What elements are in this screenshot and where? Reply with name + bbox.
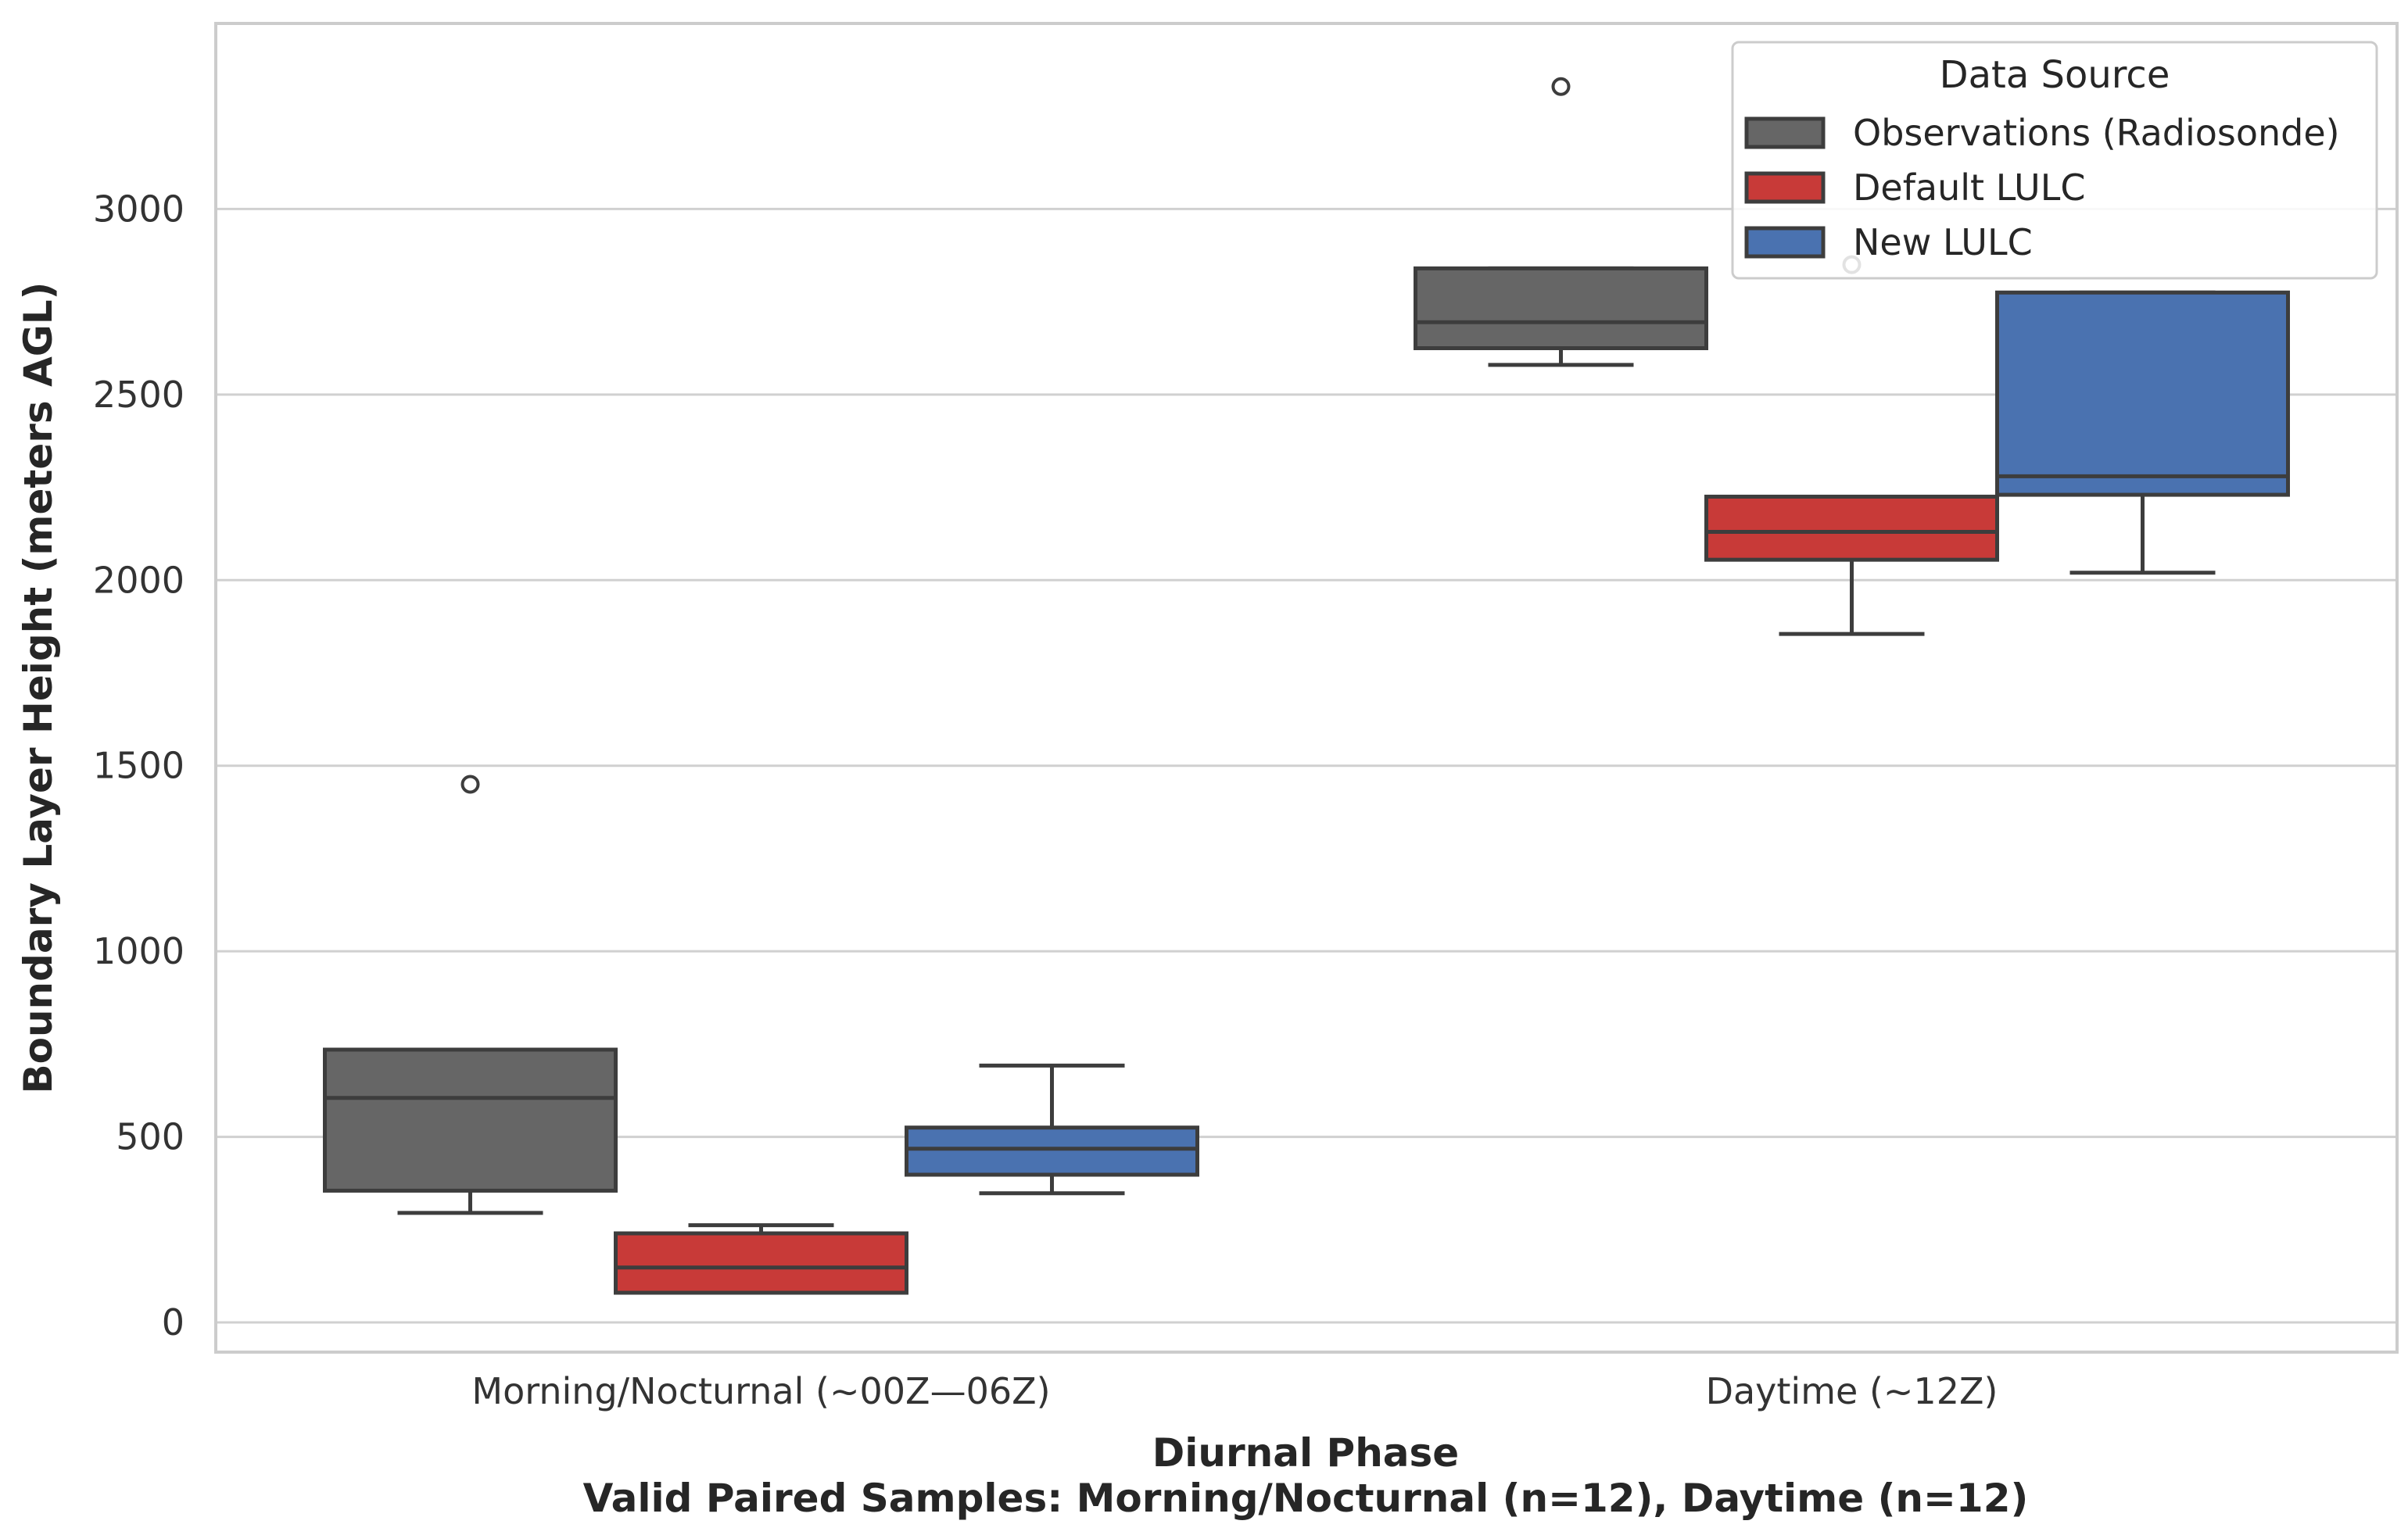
iqr-box [614,1231,908,1295]
legend-label: New LULC [1853,221,2033,263]
legend-swatch [1744,116,1826,149]
box-0-0 [323,775,618,1215]
outlier-point [460,775,480,794]
iqr-box [1995,290,2290,497]
y-tick-label: 2500 [93,374,185,416]
box-1-1 [1704,255,1999,636]
iqr-box [323,1047,618,1193]
legend-swatch [1744,226,1826,259]
iqr-box [905,1125,1199,1177]
legend: Data Source Observations (Radiosonde) Def… [1731,41,2378,280]
y-tick-label: 2000 [93,559,185,601]
legend-title: Data Source [1940,53,2170,97]
y-tick-label: 1000 [93,930,185,972]
box-1-0 [614,1223,908,1295]
plot-frame [214,22,2399,1354]
legend-items: Observations (Radiosonde) Default LULC New… [1744,112,2340,263]
y-tick-label: 1500 [93,745,185,787]
outlier-point [1551,77,1571,96]
legend-frame [1731,41,2378,280]
x-axis-subtitle: Valid Paired Samples: Morning/Nocturnal … [583,1476,2029,1521]
plot-area-border [214,22,2399,1354]
y-tick-label: 500 [116,1116,185,1158]
y-tick-label: 0 [162,1301,185,1344]
box-plot-marks [323,77,2290,1295]
box-2-0 [905,1063,1199,1196]
legend-label: Observations (Radiosonde) [1853,112,2340,154]
legend-swatch [1744,171,1826,204]
iqr-box [1414,266,1708,351]
y-tick-label: 3000 [93,188,185,230]
box-2-1 [1995,290,2290,575]
x-tick-label: Morning/Nocturnal (~00Z—06Z) [471,1370,1050,1412]
x-tick-labels: Morning/Nocturnal (~00Z—06Z) Daytime (~12… [471,1370,1998,1412]
iqr-box [1704,494,1999,562]
box-0-1 [1414,77,1708,367]
x-tick-label: Daytime (~12Z) [1706,1370,1998,1412]
y-tick-labels: 0 500 1000 1500 2000 2500 3000 [93,188,185,1344]
legend-label: Default LULC [1853,166,2085,209]
x-axis-title: Diurnal Phase [1152,1430,1459,1476]
y-axis-title: Boundary Layer Height (meters AGL) [16,281,61,1093]
